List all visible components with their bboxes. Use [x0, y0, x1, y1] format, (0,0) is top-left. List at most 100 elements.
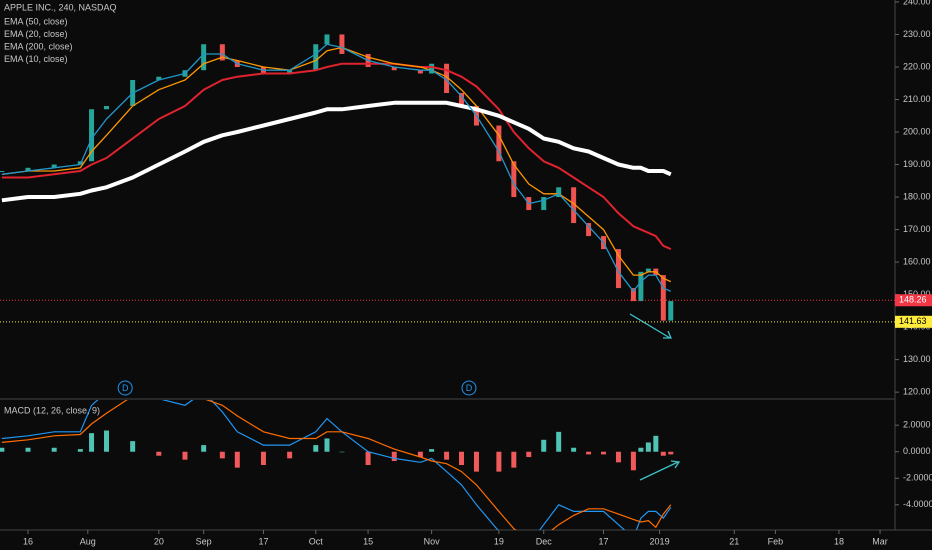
y-tick-label: 240.00 [903, 0, 931, 6]
candle [638, 271, 644, 302]
histogram-bar [51, 447, 57, 452]
histogram-bar [219, 451, 225, 459]
x-tick-label: 17 [258, 536, 268, 546]
histogram-bar [615, 451, 621, 463]
y-tick-label: -2.0000 [903, 473, 932, 483]
candle [586, 223, 592, 237]
x-tick-label: Mar [872, 536, 888, 546]
candle [201, 44, 207, 71]
x-tick-label: 18 [834, 536, 844, 546]
histogram-bar [586, 451, 592, 455]
candle [313, 44, 319, 71]
candle [668, 301, 674, 321]
ema-line [1, 43, 672, 292]
candle [339, 34, 345, 54]
candle [660, 275, 666, 321]
x-tick-label: Nov [424, 536, 441, 546]
histogram-bar [89, 433, 95, 452]
candle [287, 70, 293, 74]
histogram-bar [660, 451, 666, 456]
candle [615, 249, 621, 289]
y-tick-label: 160.00 [903, 256, 931, 266]
candle [541, 197, 547, 211]
histogram-bar [201, 445, 207, 452]
histogram-bar [645, 442, 651, 452]
histogram-bar [104, 430, 110, 452]
histogram-bar [668, 451, 674, 455]
chart-title: APPLE INC., 240, NASDAQ [4, 2, 117, 12]
histogram-bar [417, 451, 423, 458]
macd-line [1, 400, 672, 530]
histogram-bar [526, 451, 532, 458]
histogram-bar [339, 451, 345, 453]
y-tick-label: 210.00 [903, 94, 931, 104]
axes: 240.00230.00220.00210.00200.00190.00180.… [23, 0, 932, 546]
x-tick-label: Dec [536, 536, 553, 546]
histogram-bar [511, 451, 517, 468]
candle [459, 92, 465, 107]
histogram-bar [365, 451, 371, 465]
x-tick-label: Oct [309, 536, 324, 546]
x-tick-label: 21 [729, 536, 739, 546]
histogram-bar [444, 451, 450, 460]
legend-entry: EMA (50, close) [4, 16, 68, 26]
candle [556, 187, 562, 198]
event-marker [117, 380, 133, 396]
y-tick-label: 150.00 [903, 289, 931, 299]
histogram-bar [287, 451, 293, 459]
candle [645, 268, 651, 272]
x-tick-label: Feb [768, 536, 784, 546]
legend-entry: EMA (10, close) [4, 54, 68, 64]
y-tick-label: 230.00 [903, 29, 931, 39]
price-pane [0, 34, 674, 321]
x-tick-label: 16 [23, 536, 33, 546]
y-tick-label: 130.00 [903, 354, 931, 364]
histogram-bar [0, 447, 5, 452]
arrow-head [663, 330, 672, 339]
price-label-box [895, 294, 932, 307]
candle [391, 66, 397, 71]
histogram-bar [496, 451, 502, 472]
histogram-bar [25, 447, 31, 452]
candle [25, 167, 31, 172]
histogram-bar [541, 439, 547, 452]
x-tick-label: Sep [196, 536, 212, 546]
histogram-bar [601, 451, 607, 455]
y-tick-label: 200.00 [903, 126, 931, 136]
price-label: 141.63 [899, 316, 927, 326]
candle [89, 109, 95, 162]
histogram-bar [571, 447, 577, 452]
ema-line [1, 100, 672, 203]
histogram-bar [324, 438, 330, 452]
histogram-bar [429, 449, 435, 452]
legend-entry: EMA (200, close) [4, 41, 73, 51]
y-tick-label: 170.00 [903, 224, 931, 234]
x-tick-label: 17 [599, 536, 609, 546]
histogram-bar [473, 451, 479, 472]
histogram-bar [260, 451, 266, 465]
y-tick-label: 2.0000 [903, 420, 931, 430]
y-tick-label: 190.00 [903, 159, 931, 169]
macd-title: MACD (12, 26, close, 9) [4, 405, 100, 415]
candle [496, 125, 502, 162]
arrows [629, 313, 681, 481]
y-tick-label: 0.0000 [903, 446, 931, 456]
event-label: D [122, 383, 129, 393]
candle [0, 171, 5, 173]
candle [417, 70, 423, 74]
histogram-bar [653, 435, 659, 452]
candle [324, 34, 330, 45]
legend-entry: EMA (20, close) [4, 29, 68, 39]
histogram-bar [630, 451, 636, 471]
y-tick-label: 180.00 [903, 191, 931, 201]
candle [51, 164, 57, 168]
x-tick-label: 20 [154, 536, 164, 546]
signal-line [1, 400, 672, 530]
candle [571, 187, 577, 224]
event-label: D [466, 383, 473, 393]
arrow [639, 461, 679, 481]
histogram-bar [391, 451, 397, 462]
